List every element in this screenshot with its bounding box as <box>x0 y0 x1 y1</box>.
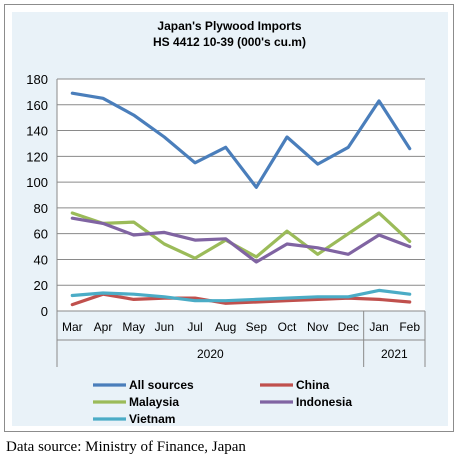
y-tick-label: 40 <box>34 252 48 267</box>
x-tick-label: Feb <box>399 320 420 334</box>
y-tick-label: 160 <box>26 98 48 113</box>
x-tick-label: Dec <box>338 320 359 334</box>
x-group-label: 2020 <box>197 347 224 361</box>
data-source-note: Data source: Ministry of Finance, Japan <box>6 439 246 455</box>
y-tick-label: 100 <box>26 175 48 190</box>
series-line <box>70 292 412 307</box>
x-tick-label: Aug <box>215 320 236 334</box>
x-tick-label: Nov <box>307 320 328 334</box>
y-tick-label: 180 <box>26 72 48 87</box>
series-line <box>70 288 412 303</box>
legend-label: Indonesia <box>296 395 352 409</box>
legend-label: All sources <box>129 378 194 392</box>
y-tick-label: 0 <box>41 304 48 319</box>
chart-subtitle: HS 4412 10-39 (000's cu.m) <box>153 35 306 49</box>
y-tick-label: 140 <box>26 124 48 139</box>
line-chart: 0 20 40 60 80 100 120 140 160 180 Mar Apr May Jun Jul A… <box>26 72 426 426</box>
x-tick-label: Oct <box>278 320 297 334</box>
y-tick-label: 60 <box>34 227 48 242</box>
legend-label: Malaysia <box>129 395 179 409</box>
x-tick-label: Jan <box>369 320 388 334</box>
x-tick-label: Apr <box>94 320 113 334</box>
x-tick-label: Mar <box>62 320 83 334</box>
x-tick-label: Sep <box>246 320 268 334</box>
series-line <box>70 91 412 189</box>
x-group-label: 2021 <box>381 347 408 361</box>
legend-label: China <box>296 378 330 392</box>
legend-label: Vietnam <box>129 412 175 426</box>
plot-area <box>57 79 425 311</box>
x-tick-label: Jul <box>187 320 202 334</box>
chart-title: Japan's Plywood Imports <box>157 19 302 33</box>
series-line <box>70 216 412 264</box>
y-tick-label: 120 <box>26 149 48 164</box>
y-tick-label: 80 <box>34 201 48 216</box>
x-tick-label: Jun <box>155 320 174 334</box>
y-tick-label: 20 <box>34 278 48 293</box>
x-tick-label: May <box>122 320 145 334</box>
